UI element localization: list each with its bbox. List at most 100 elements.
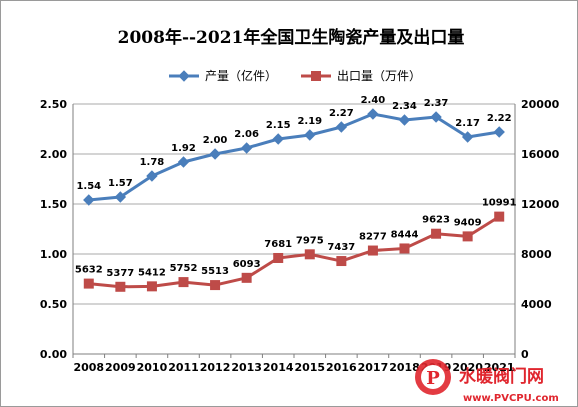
production-data-label: 2.37 [424, 98, 449, 109]
export-point [83, 278, 94, 289]
export-data-label: 7437 [327, 242, 355, 253]
production-data-label: 2.19 [297, 116, 322, 127]
production-line [88, 112, 500, 202]
x-tick-label: 2016 [326, 361, 357, 374]
production-data-label: 2.00 [203, 135, 228, 146]
y-left-tick-label: 0.00 [40, 348, 67, 361]
export-data-label: 7681 [264, 239, 292, 250]
x-tick-label: 2021 [484, 361, 515, 374]
export-point [367, 245, 378, 256]
x-tick-label: 2008 [73, 361, 104, 374]
export-point [431, 228, 442, 239]
production-data-label: 1.54 [76, 181, 101, 192]
y-right-tick-label: 4000 [521, 298, 552, 311]
chart-title: 2008年--2021年全国卫生陶瓷产量及出口量 [118, 27, 465, 48]
export-point [146, 281, 157, 292]
y-left-tick-label: 0.50 [40, 298, 67, 311]
export-point [336, 256, 347, 267]
data-labels: 1.54 1.57 1.78 1.92 2.00 2.06 2.15 2.19 2.27 2.40… [75, 95, 517, 279]
y-right-tick-label: 8000 [521, 248, 552, 261]
export-point [304, 249, 315, 260]
legend: 产量（亿件） 出口量（万件） [169, 68, 421, 83]
y-right-tick-label: 16000 [521, 148, 560, 161]
production-data-label: 2.40 [361, 95, 386, 106]
export-point [273, 252, 284, 263]
watermark-logo-icon: P [415, 359, 451, 395]
production-point [304, 129, 316, 141]
legend-item-export: 出口量（万件） [301, 69, 421, 83]
export-data-label: 8277 [359, 232, 387, 243]
production-data-label: 2.15 [266, 120, 291, 131]
export-data-label: 9623 [422, 215, 450, 226]
export-point [462, 231, 473, 242]
x-tick-label: 2017 [358, 361, 389, 374]
svg-text:P: P [426, 368, 440, 389]
y-right-tick-label: 12000 [521, 198, 560, 211]
production-point [430, 111, 442, 123]
x-tick-label: 2011 [168, 361, 199, 374]
export-point [210, 280, 221, 291]
export-data-label: 8444 [391, 229, 419, 240]
watermark-name: 水暖阀门网 [459, 366, 544, 387]
production-data-label: 1.57 [108, 178, 133, 189]
y-right-tick-label: 20000 [521, 98, 560, 111]
production-point [461, 131, 474, 143]
export-data-label: 5513 [201, 266, 229, 277]
production-point [177, 156, 190, 168]
production-data-label: 2.22 [487, 113, 512, 124]
y-left-tick-label: 2.50 [40, 98, 67, 111]
x-tick-label: 2018 [389, 361, 420, 374]
export-point [494, 211, 505, 222]
x-tick-label: 2012 [200, 361, 231, 374]
export-point [115, 281, 126, 292]
production-point [493, 126, 505, 138]
legend-marker-swatch [178, 70, 190, 82]
x-tick-label: 2015 [294, 361, 325, 374]
production-point [83, 194, 95, 206]
x-tick-label: 2010 [137, 361, 168, 374]
gridlines [73, 103, 515, 305]
production-point [114, 191, 127, 203]
export-data-label: 5632 [75, 265, 103, 276]
watermark-url: www.PVCPU.com [463, 393, 559, 404]
production-point [335, 121, 348, 133]
production-point [398, 114, 411, 126]
legend-label: 出口量（万件） [337, 69, 421, 83]
axes: 0.00 0.50 1.00 1.50 2.00 2.50 0 4000 8000 12000 16… [40, 98, 560, 374]
production-data-label: 2.27 [329, 108, 354, 119]
production-point [240, 142, 253, 154]
production-data-label: 2.06 [234, 129, 259, 140]
legend-label: 产量（亿件） [205, 68, 277, 83]
export-data-label: 10991 [482, 198, 517, 209]
x-tick-label: 2009 [105, 361, 136, 374]
export-line [88, 215, 501, 289]
export-data-label: 9409 [454, 217, 482, 228]
export-data-label: 6093 [233, 259, 261, 270]
production-data-label: 1.78 [140, 157, 165, 168]
x-tick-label: 2013 [231, 361, 262, 374]
production-data-label: 2.34 [392, 101, 417, 112]
export-point [241, 272, 252, 283]
x-tick-label: 2020 [452, 361, 483, 374]
export-data-label: 5377 [106, 268, 134, 279]
x-tick-label: 2014 [263, 361, 294, 374]
export-data-label: 7975 [296, 235, 324, 246]
export-point [178, 277, 189, 288]
legend-item-production: 产量（亿件） [169, 68, 277, 83]
production-point [209, 148, 221, 160]
production-point [146, 170, 158, 182]
export-data-label: 5412 [138, 267, 166, 278]
y-left-tick-label: 2.00 [40, 148, 67, 161]
y-left-tick-label: 1.00 [40, 248, 67, 261]
series-layer [83, 108, 505, 292]
production-point [272, 133, 284, 145]
watermark: P 水暖阀门网 www.PVCPU.com [415, 359, 559, 404]
legend-marker-swatch [311, 71, 321, 81]
production-data-label: 1.92 [171, 143, 196, 154]
production-data-label: 2.17 [455, 118, 480, 129]
export-data-label: 5752 [170, 263, 198, 274]
production-point [367, 108, 379, 120]
export-point [399, 243, 410, 254]
